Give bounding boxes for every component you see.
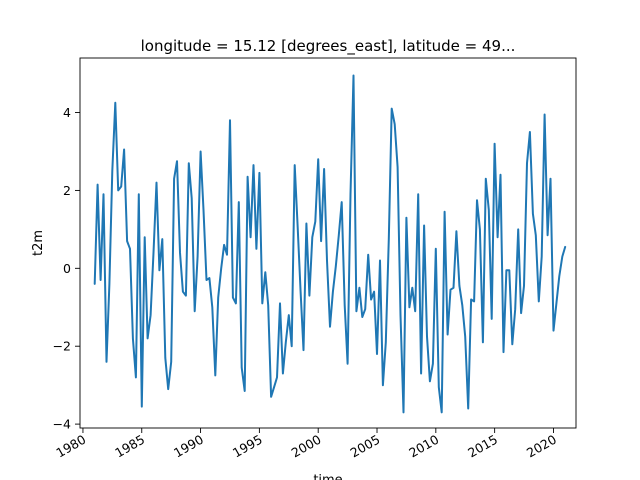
x-tick-label: 1995 [230,432,265,461]
plot-area [79,57,577,429]
x-tick-label: 1990 [171,432,206,461]
y-tick-label: −2 [53,339,71,354]
y-tick-label: −4 [53,417,71,432]
x-axis-label: time [313,473,342,480]
x-tick-label: 2020 [524,432,559,461]
y-axis-label: t2m [31,230,46,256]
y-tick-label: 4 [63,105,71,120]
x-tick-label: 2015 [465,432,500,461]
chart-title: longitude = 15.12 [degrees_east], latitu… [141,37,516,56]
x-tick-label: 1985 [112,432,147,461]
series-line [93,74,567,414]
x-axis: 1980 1985 1990 1995 2000 2005 2010 2015 2020 [53,428,559,461]
x-tick-label: 2005 [347,432,382,461]
x-tick-label: 2010 [406,432,441,461]
y-tick-label: 2 [63,183,71,198]
plot-frame [79,57,577,429]
x-tick-label: 2000 [289,432,324,461]
y-axis: −4 −2 0 2 4 [53,105,80,432]
y-tick-label: 0 [63,261,71,276]
x-tick-label: 1980 [53,432,88,461]
